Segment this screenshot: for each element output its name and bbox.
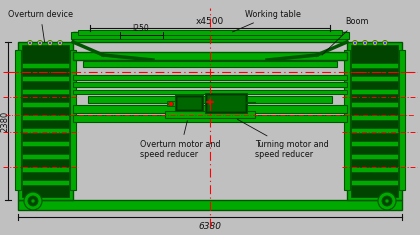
Bar — [73, 105, 347, 113]
Bar — [22, 167, 69, 172]
Bar — [351, 102, 398, 107]
Text: Overturn motor and
speed reducer: Overturn motor and speed reducer — [140, 121, 220, 159]
Text: l250: l250 — [133, 24, 150, 33]
Bar — [71, 32, 349, 39]
Circle shape — [27, 40, 32, 46]
Bar — [22, 102, 69, 107]
Circle shape — [29, 42, 31, 44]
Text: Boom: Boom — [322, 17, 368, 55]
Circle shape — [24, 192, 42, 210]
Bar — [175, 95, 203, 111]
Bar — [344, 50, 350, 190]
Bar — [22, 141, 69, 146]
Text: Turning motor and
speed reducer: Turning motor and speed reducer — [237, 119, 329, 159]
Bar — [88, 96, 332, 103]
Bar — [83, 61, 337, 67]
Bar — [351, 128, 398, 133]
Bar — [18, 200, 402, 210]
Bar — [15, 50, 21, 190]
Bar — [22, 45, 69, 197]
Circle shape — [373, 40, 378, 46]
Bar — [18, 42, 73, 200]
Circle shape — [37, 40, 42, 46]
Bar — [73, 52, 347, 60]
Bar — [73, 82, 347, 87]
Circle shape — [362, 40, 368, 46]
Bar — [73, 75, 347, 80]
Text: Overturn device: Overturn device — [8, 10, 73, 42]
Bar — [22, 180, 69, 185]
Circle shape — [39, 42, 41, 44]
Bar — [351, 115, 398, 120]
Circle shape — [168, 102, 173, 106]
Circle shape — [31, 199, 35, 203]
Bar — [351, 76, 398, 81]
Bar — [73, 115, 347, 122]
Bar — [207, 95, 245, 111]
Circle shape — [374, 42, 376, 44]
Bar — [205, 93, 247, 113]
Bar — [351, 180, 398, 185]
Bar — [73, 32, 347, 42]
Circle shape — [49, 42, 51, 44]
Bar — [347, 42, 402, 200]
Circle shape — [47, 40, 52, 46]
Bar — [351, 89, 398, 94]
Bar — [351, 63, 398, 68]
Text: 2380: 2380 — [0, 110, 10, 132]
Circle shape — [383, 40, 388, 46]
Bar — [177, 97, 201, 109]
Bar — [78, 30, 342, 35]
Bar — [70, 50, 76, 190]
Bar — [351, 141, 398, 146]
Bar — [22, 89, 69, 94]
Bar — [165, 111, 255, 118]
Circle shape — [354, 42, 356, 44]
Circle shape — [58, 40, 63, 46]
Bar — [22, 128, 69, 133]
Bar — [351, 167, 398, 172]
Bar — [22, 63, 69, 68]
Bar — [351, 45, 398, 197]
Circle shape — [352, 40, 357, 46]
Circle shape — [382, 196, 392, 206]
Circle shape — [385, 199, 389, 203]
Circle shape — [378, 192, 396, 210]
Circle shape — [384, 42, 386, 44]
Bar — [22, 76, 69, 81]
Bar — [73, 90, 347, 94]
Circle shape — [28, 196, 38, 206]
Text: Working table: Working table — [233, 10, 301, 32]
Bar — [22, 154, 69, 159]
Bar — [399, 50, 405, 190]
Text: 6380: 6380 — [199, 222, 221, 231]
Bar — [351, 154, 398, 159]
Bar — [22, 115, 69, 120]
Circle shape — [59, 42, 61, 44]
Bar — [167, 101, 175, 106]
Text: х4500: х4500 — [196, 17, 224, 26]
Circle shape — [364, 42, 366, 44]
